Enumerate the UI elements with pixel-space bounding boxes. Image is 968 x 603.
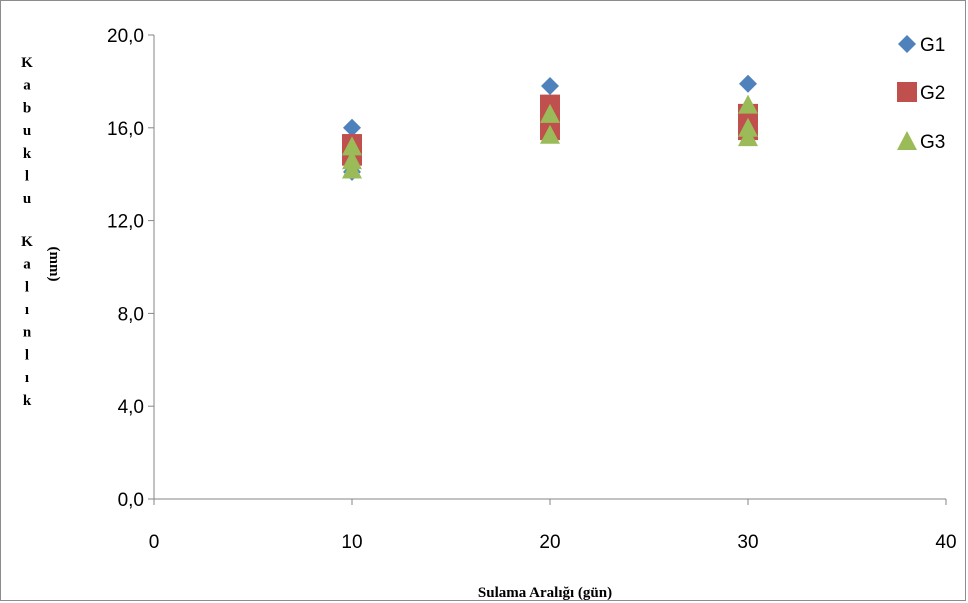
x-tick-label: 40 xyxy=(935,532,956,553)
legend-label-g1: G1 xyxy=(920,35,945,56)
y-tick-label: 16,0 xyxy=(107,119,144,140)
y-axis-title-char: a xyxy=(23,257,31,273)
data-point-g1 xyxy=(739,75,757,93)
y-axis-title-char: u xyxy=(23,123,31,139)
x-tick-label: 20 xyxy=(539,532,560,553)
legend-label-g2: G2 xyxy=(920,83,945,104)
y-tick-label: 12,0 xyxy=(107,212,144,233)
y-tick-label: 20,0 xyxy=(107,26,144,47)
y-axis-title-char: k xyxy=(23,393,32,409)
x-tick-label: 30 xyxy=(737,532,758,553)
x-tick-label: 10 xyxy=(341,532,362,553)
y-axis-title-char: K xyxy=(21,234,33,250)
y-axis-title-char: l xyxy=(25,169,29,185)
legend-marker-g1 xyxy=(898,35,916,53)
data-point-g1 xyxy=(541,77,559,95)
x-tick-label: 0 xyxy=(149,532,160,553)
y-axis-title-char: u xyxy=(23,191,31,207)
y-axis-title-char: ı xyxy=(25,302,29,318)
y-tick-label: 4,0 xyxy=(118,397,144,418)
y-tick-label: 8,0 xyxy=(118,304,144,325)
y-axis-title-char: ı xyxy=(25,370,29,386)
y-tick-label: 0,0 xyxy=(118,490,144,511)
y-axis-title-char: a xyxy=(23,78,31,94)
legend-marker-g3 xyxy=(897,131,917,150)
y-axis-title-char: b xyxy=(23,100,31,116)
y-axis-title-char: l xyxy=(25,347,29,363)
y-axis-title-char: K xyxy=(21,55,33,71)
y-axis-title-char: k xyxy=(23,146,32,162)
y-axis-title-char: n xyxy=(23,325,32,341)
legend-label-g3: G3 xyxy=(920,132,945,153)
y-axis-title-char: l xyxy=(25,279,29,295)
legend-marker-g2 xyxy=(897,82,917,102)
y-axis-unit: (mm) xyxy=(46,247,62,282)
x-axis-title: Sulama Aralığı (gün) xyxy=(478,585,612,601)
